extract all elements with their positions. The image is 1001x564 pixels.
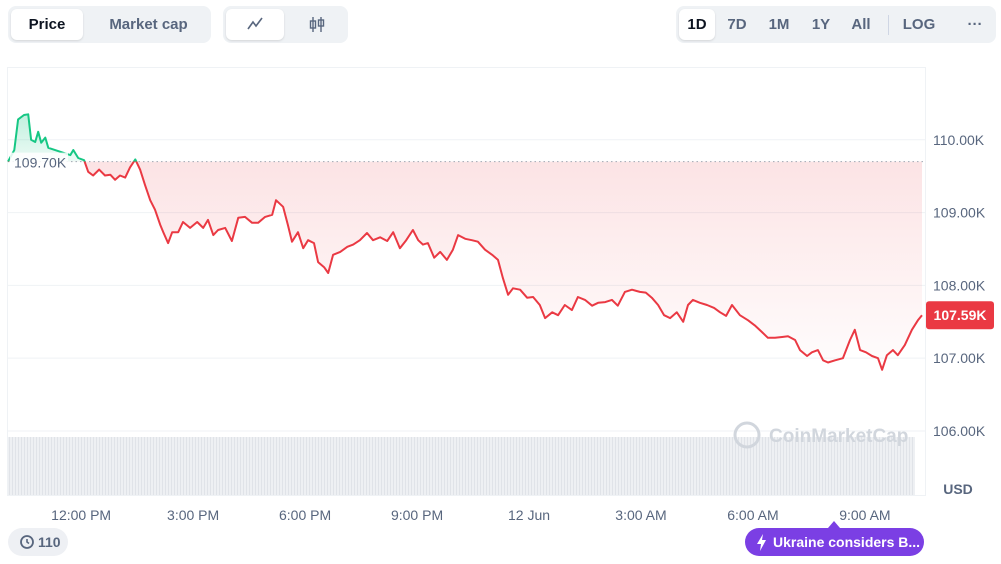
news-pill[interactable]: Ukraine considers B...	[745, 528, 924, 556]
line-chart-button[interactable]	[226, 9, 284, 40]
y-tick-label: 109.00K	[933, 205, 986, 221]
x-tick-label: 9:00 PM	[391, 507, 443, 523]
chart-type-group	[223, 6, 348, 43]
area	[8, 114, 923, 370]
y-tick-label: 107.00K	[933, 350, 986, 366]
x-tick-label: 12:00 PM	[51, 507, 111, 523]
baseline-label-bg	[10, 152, 68, 171]
baseline-label: 109.70K	[14, 155, 67, 171]
range-button[interactable]: 7D	[727, 16, 747, 33]
current-price-badge	[926, 301, 994, 330]
range-button[interactable]: 1Y	[811, 16, 831, 33]
news-text: Ukraine considers B...	[773, 534, 921, 550]
x-tick-label: 9:00 AM	[839, 507, 890, 523]
y-tick-label: 106.00K	[933, 423, 986, 439]
line-icon	[247, 17, 263, 30]
separator	[888, 15, 889, 35]
y-axis-unit: USD	[943, 481, 973, 497]
log-button[interactable]: LOG	[902, 16, 936, 33]
x-tick-label: 12 Jun	[508, 507, 550, 523]
chart: CoinMarketCap USD 106.00K 107.00K 108.00K 1…	[7, 67, 994, 523]
volume-band	[8, 437, 915, 495]
more-button[interactable]: ···	[967, 16, 983, 33]
pointer	[828, 521, 840, 528]
x-tick-label: 3:00 PM	[167, 507, 219, 523]
range-button[interactable]: 1D	[679, 9, 715, 40]
range-group: 1D 7D 1M 1Y All LOG ···	[676, 6, 996, 43]
history-count: 110	[38, 534, 61, 550]
history-pill[interactable]: 110	[8, 528, 68, 556]
watermark-text: CoinMarketCap	[769, 426, 908, 447]
candle-icon	[309, 17, 325, 32]
tab[interactable]: Market cap	[109, 16, 188, 33]
x-tick-label: 3:00 AM	[615, 507, 666, 523]
tab-group: Price Market cap	[8, 6, 211, 43]
current-price-label: 107.59K	[934, 307, 987, 323]
y-tick-label: 108.00K	[933, 277, 986, 293]
bolt-icon	[757, 534, 766, 551]
range-button[interactable]: All	[851, 16, 871, 33]
x-tick-label: 6:00 PM	[279, 507, 331, 523]
candle-chart-button[interactable]	[289, 9, 345, 40]
range-button[interactable]: 1M	[768, 16, 790, 33]
y-tick-label: 110.00K	[933, 132, 985, 148]
x-tick-label: 6:00 AM	[727, 507, 778, 523]
price-line	[7, 113, 923, 371]
plot-frame	[7, 67, 926, 496]
tab[interactable]: Price	[11, 9, 83, 40]
history-icon	[20, 535, 34, 549]
watermark: CoinMarketCap	[733, 421, 908, 449]
